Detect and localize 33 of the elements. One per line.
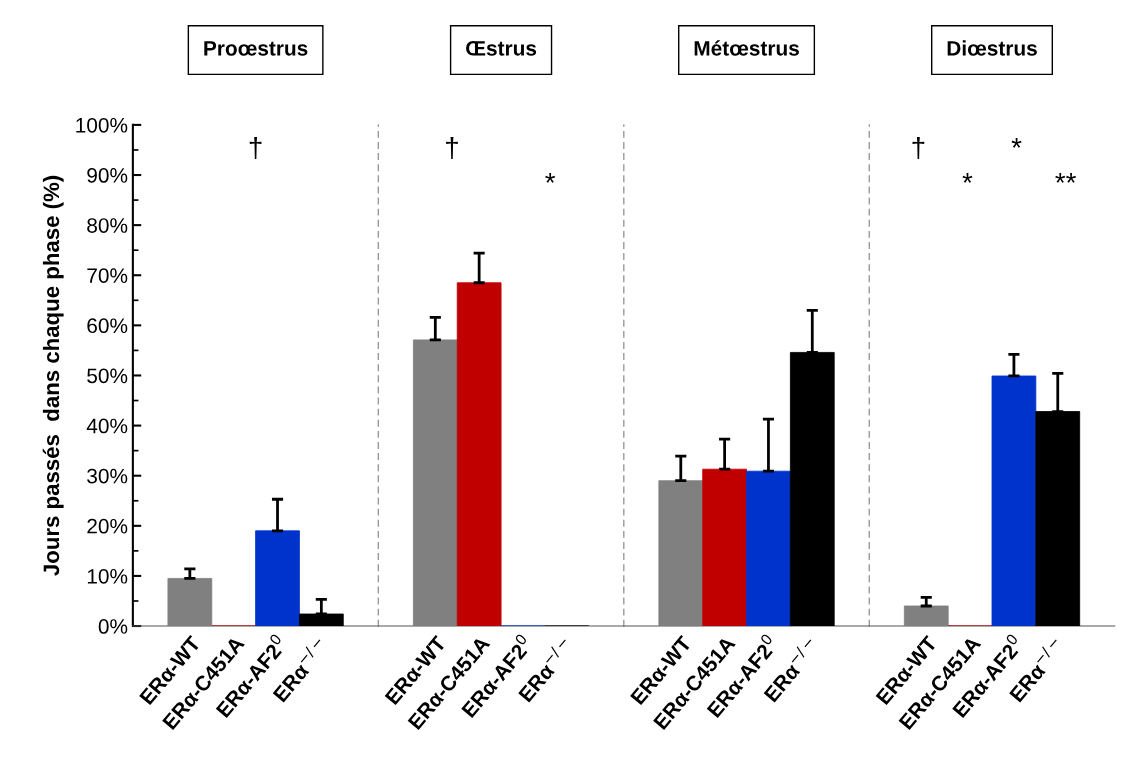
annotation: * — [962, 173, 973, 183]
y-tick-label: 40% — [86, 418, 128, 434]
y-tick-label: 10% — [87, 568, 128, 584]
y-tick-label: 100% — [76, 117, 128, 133]
bar — [702, 468, 747, 627]
y-tick-label: 90% — [87, 168, 128, 183]
annotation: * — [545, 173, 556, 183]
bar — [167, 578, 213, 627]
bar — [255, 530, 300, 627]
annotation: † — [912, 137, 925, 160]
bar — [299, 613, 344, 627]
y-tick-label: 60% — [87, 318, 128, 334]
y-tick-label: 80% — [87, 218, 128, 233]
y-tick-label: 20% — [87, 518, 128, 534]
annotation: ** — [1055, 173, 1077, 183]
annotation: * — [1011, 138, 1022, 148]
y-tick-label: 50% — [87, 368, 128, 384]
annotation: † — [249, 137, 262, 160]
bar — [746, 470, 791, 627]
chart-title: Proœstrus — [204, 41, 308, 56]
bar — [789, 352, 835, 627]
y-tick-label: 0% — [98, 619, 128, 634]
y-tick-label: 70% — [87, 268, 128, 283]
bar — [903, 605, 949, 627]
chart-title: Diœstrus — [947, 40, 1037, 56]
annotation: † — [446, 137, 458, 160]
bar — [658, 480, 704, 627]
bar — [991, 375, 1037, 627]
y-tick-label: 30% — [87, 468, 128, 484]
chart-title: Œstrus — [466, 41, 537, 56]
bar — [1035, 411, 1081, 627]
y-axis-title: Jours passés dans chaque phase (%) — [42, 175, 64, 576]
chart-title: Métœstrus — [694, 40, 799, 56]
